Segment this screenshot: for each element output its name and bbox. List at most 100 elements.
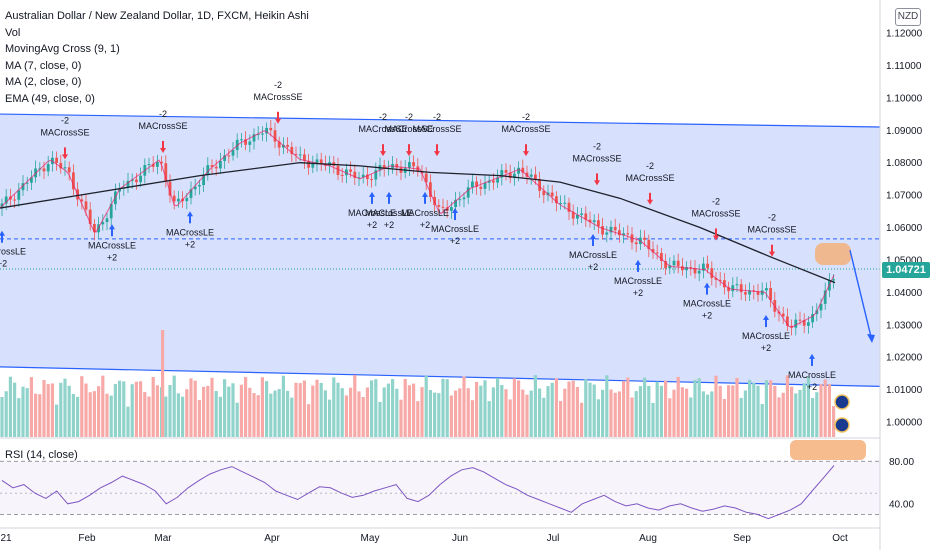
candle-body: [84, 201, 88, 210]
candle-body: [240, 139, 243, 141]
candle-body: [437, 205, 441, 207]
short-signal-value: -2: [274, 80, 282, 90]
candle-body: [555, 196, 558, 204]
short-signal-label: MACrossSE: [40, 127, 89, 137]
volume-bar: [538, 388, 542, 437]
volume-bar: [248, 387, 252, 437]
volume-bar: [785, 375, 789, 437]
volume-bar: [399, 399, 403, 437]
short-signal-arrowhead: [380, 151, 386, 157]
short-signal-value: -2: [405, 112, 413, 122]
volume-bar: [365, 387, 369, 437]
volume-bar: [273, 390, 277, 437]
long-signal-label: MACrossLE: [401, 208, 449, 218]
signals: -2MACrossSE-2MACrossSE-2MACrossSE-2MACro…: [0, 80, 836, 392]
candle-body: [429, 182, 432, 197]
volume-bar: [601, 389, 605, 437]
volume-bar: [277, 389, 281, 437]
candle-body: [798, 319, 802, 321]
volume-bar: [777, 397, 781, 437]
volume-bar: [46, 384, 50, 437]
projection-arrow: [849, 250, 873, 342]
channel: [0, 113, 881, 387]
short-signal-label: MACrossSE: [501, 124, 550, 134]
time-tick-label: Apr: [264, 533, 280, 544]
candle-body: [395, 163, 399, 168]
candle-body: [294, 154, 298, 156]
candle-body: [580, 213, 583, 215]
volume-bar: [613, 392, 617, 437]
candle-body: [605, 232, 609, 235]
long-signal-value: +2: [367, 220, 377, 230]
long-signal-value: +2: [761, 343, 771, 353]
rsi-line: [1, 465, 835, 520]
time-tick-label: May: [361, 533, 380, 544]
candle-body: [177, 198, 180, 202]
candle-body: [147, 164, 151, 166]
volume-bar: [265, 381, 269, 437]
legend-vol[interactable]: Vol: [5, 26, 21, 39]
candle-body: [227, 155, 231, 157]
volume-bar: [164, 396, 168, 437]
long-signal-value: +2: [807, 382, 817, 392]
candle-body: [618, 230, 621, 236]
candle-body: [471, 181, 474, 188]
legend-ma7[interactable]: MA (7, close, 0): [5, 59, 82, 72]
volume-bar: [701, 391, 705, 437]
rsi-legend[interactable]: RSI (14, close): [5, 449, 78, 461]
short-signal-arrowhead: [713, 235, 719, 241]
volume-bar: [441, 378, 445, 437]
volume-bar: [794, 393, 798, 437]
volume-bar: [101, 375, 105, 437]
time-tick-label: Sep: [733, 533, 751, 544]
candle-body: [697, 270, 701, 274]
volume-bar: [811, 397, 815, 437]
candle-body: [832, 279, 835, 281]
volume-bar: [752, 382, 756, 437]
candle-body: [315, 159, 319, 164]
legend-ema49[interactable]: EMA (49, close, 0): [5, 92, 95, 105]
legend-title[interactable]: Australian Dollar / New Zealand Dollar, …: [5, 10, 309, 22]
candle-body: [744, 292, 747, 295]
candle-body: [521, 167, 525, 173]
volume-bar: [424, 375, 428, 437]
volume-bar: [790, 386, 794, 437]
candle-body: [101, 222, 105, 225]
short-signal-label: MACrossSE: [384, 124, 433, 134]
projection-arrowhead: [867, 333, 875, 343]
volume-bar: [55, 404, 59, 437]
volume-bar: [592, 384, 596, 437]
chart-legend: Australian Dollar / New Zealand Dollar, …: [5, 8, 309, 108]
candle-body: [67, 167, 71, 173]
long-signal-label: MACrossLE: [88, 240, 136, 250]
price-tick-label: 1.05000: [886, 255, 923, 266]
rsi-tick-label: 80.00: [889, 457, 914, 468]
candle-body: [748, 290, 751, 295]
volume-bar: [651, 402, 655, 437]
candle-body: [357, 177, 361, 179]
candle-body: [353, 171, 357, 178]
candle-body: [647, 239, 651, 250]
volume-bar: [470, 400, 474, 437]
volume-bar: [580, 402, 584, 437]
candle-body: [534, 174, 537, 179]
volume-bar: [319, 382, 323, 437]
short-signal-label: MACrossSE: [572, 153, 621, 163]
long-signal-value: +2: [588, 262, 598, 272]
candle-body: [105, 218, 109, 223]
legend-ma2[interactable]: MA (2, close, 0): [5, 76, 82, 89]
volume-bar: [504, 389, 508, 437]
candle-body: [202, 174, 205, 186]
volume-bar: [832, 406, 836, 437]
legend-macross[interactable]: MovingAvg Cross (9, 1): [5, 43, 120, 56]
volume-bar: [819, 384, 823, 437]
time-tick-label: Mar: [154, 533, 172, 544]
volume-bar: [764, 380, 768, 437]
volume-bar: [206, 385, 210, 437]
candle-body: [668, 265, 672, 269]
volume-bar: [21, 386, 25, 437]
volume-bar: [529, 390, 533, 437]
currency-button[interactable]: NZD: [895, 8, 921, 26]
volume-bar: [290, 397, 294, 437]
